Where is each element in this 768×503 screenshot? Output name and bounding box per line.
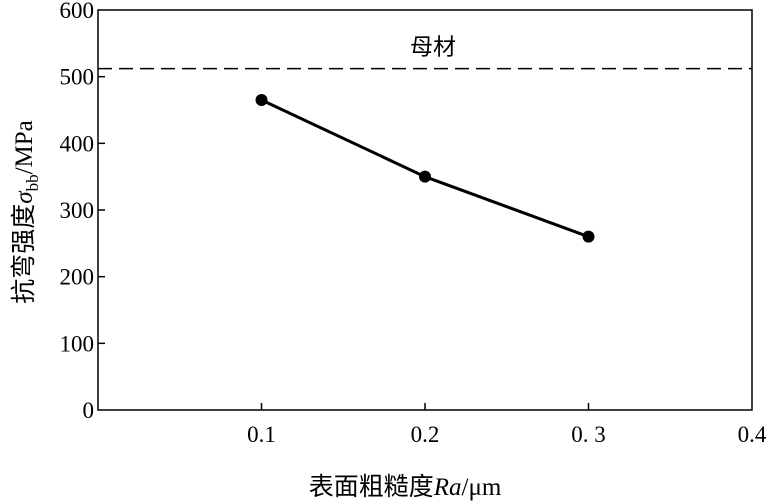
y-axis-label-prefix: 抗弯强度 [9, 204, 38, 304]
y-axis-label-sub: bb [23, 174, 42, 191]
x-axis-label: 表面粗糙度Ra/μm [309, 472, 502, 501]
x-tick-label: 0.1 [247, 422, 276, 447]
series-line [260, 98, 590, 239]
y-tick-label: 200 [60, 265, 95, 290]
y-tick-label: 400 [60, 131, 95, 156]
y-axis-label: 抗弯强度σbb/MPa [9, 120, 42, 304]
data-point [255, 94, 268, 106]
x-axis-label-unit: /μm [462, 474, 502, 501]
x-tick-label: 0.4 [738, 422, 767, 447]
y-axis-label-var: σ [11, 190, 38, 204]
y-tick-label: 100 [60, 331, 95, 356]
x-tick-label: 0.2 [411, 422, 440, 447]
y-tick-label: 600 [60, 0, 95, 23]
reference-line-group: 母材 [98, 35, 752, 70]
y-tick-label: 300 [60, 198, 95, 223]
y-axis-ticks: 0 100 200 300 400 500 600 [60, 0, 105, 423]
data-point [582, 230, 595, 243]
y-tick-label: 500 [60, 65, 95, 90]
y-tick-label: 0 [83, 398, 95, 423]
plot-frame [97, 9, 753, 411]
x-tick-label: 0. 3 [571, 422, 606, 447]
x-axis-ticks: 0.1 0.2 0. 3 0.4 [247, 403, 767, 447]
series-group [255, 94, 595, 243]
reference-line-label: 母材 [410, 35, 456, 61]
x-axis-label-prefix: 表面粗糙度 [309, 472, 434, 501]
x-axis-label-var: Ra [433, 474, 462, 501]
y-axis-label-unit: /MPa [11, 120, 38, 174]
data-point [419, 170, 431, 183]
